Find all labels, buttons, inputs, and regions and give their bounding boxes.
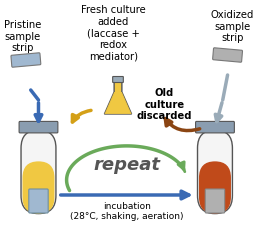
Text: Old
culture
discarded: Old culture discarded xyxy=(137,88,192,121)
FancyBboxPatch shape xyxy=(198,130,232,214)
FancyBboxPatch shape xyxy=(11,53,41,67)
Text: Fresh culture
added
(laccase +
redox
mediator): Fresh culture added (laccase + redox med… xyxy=(81,5,146,61)
Text: incubation
(28°C, shaking, aeration): incubation (28°C, shaking, aeration) xyxy=(70,202,183,221)
FancyBboxPatch shape xyxy=(199,161,231,214)
FancyBboxPatch shape xyxy=(22,161,54,214)
FancyBboxPatch shape xyxy=(21,130,56,214)
FancyBboxPatch shape xyxy=(29,189,48,213)
Text: Pristine
sample
strip: Pristine sample strip xyxy=(4,20,42,53)
PathPatch shape xyxy=(104,82,132,114)
Text: Oxidized
sample
strip: Oxidized sample strip xyxy=(211,10,254,43)
FancyBboxPatch shape xyxy=(196,122,234,133)
Text: repeat: repeat xyxy=(93,156,160,174)
FancyBboxPatch shape xyxy=(19,122,58,133)
FancyBboxPatch shape xyxy=(205,189,225,213)
FancyBboxPatch shape xyxy=(213,48,243,62)
PathPatch shape xyxy=(104,92,132,114)
FancyBboxPatch shape xyxy=(113,76,123,83)
